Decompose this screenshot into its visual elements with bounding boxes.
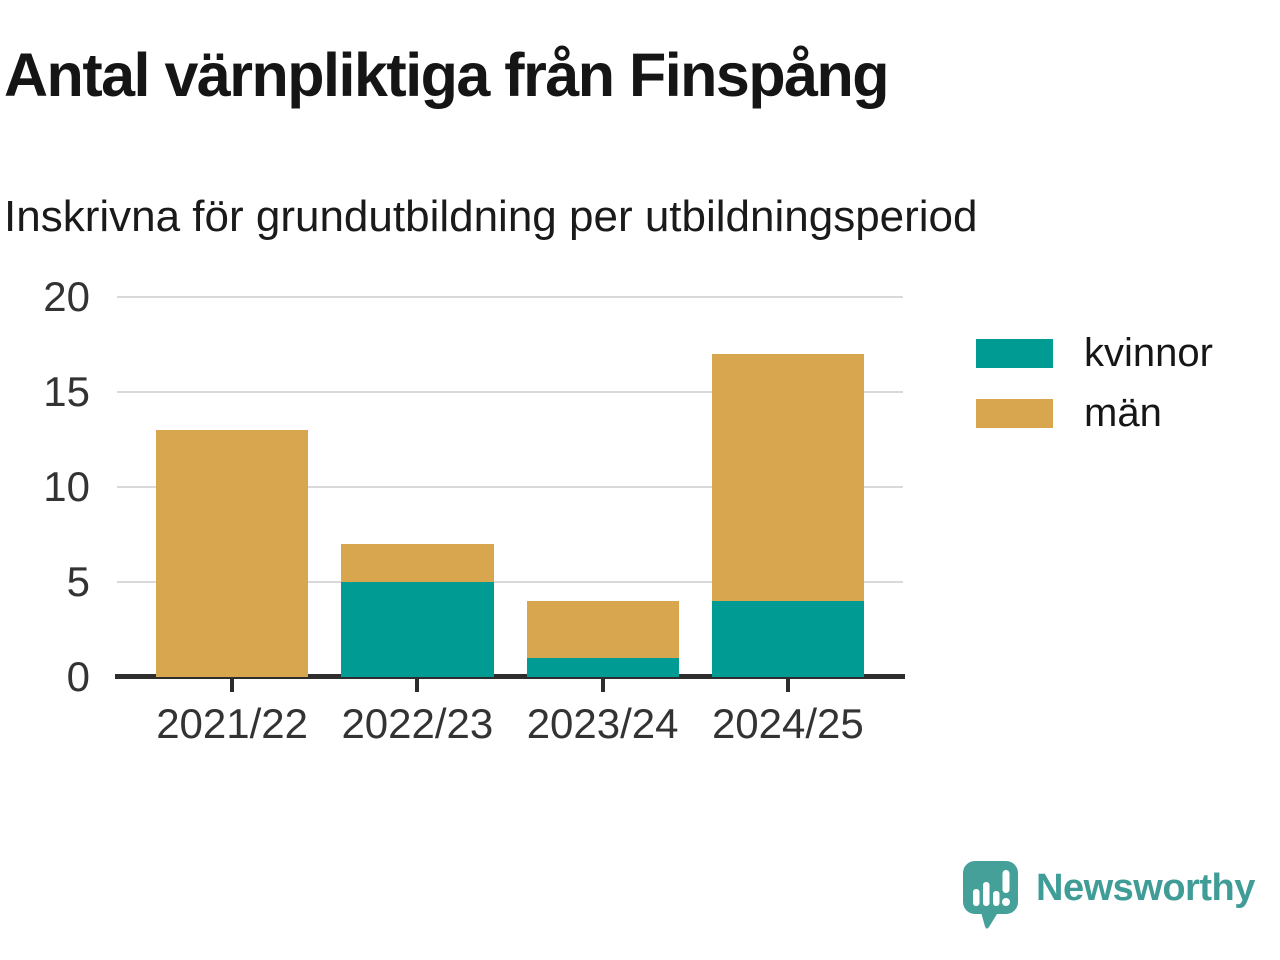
brand-name: Newsworthy xyxy=(1036,867,1255,909)
y-axis-label: 0 xyxy=(66,653,90,700)
y-axis-label: 15 xyxy=(43,368,90,415)
x-axis-label: 2021/22 xyxy=(156,700,309,747)
x-axis-label: 2024/25 xyxy=(711,700,864,747)
y-axis-label: 20 xyxy=(43,273,90,320)
gridline-5 xyxy=(117,581,903,583)
x-axis-tick xyxy=(230,679,235,692)
y-axis-label: 5 xyxy=(66,558,90,605)
newsworthy-logo-icon xyxy=(963,861,1018,929)
bar-segment-män-2022-23 xyxy=(341,544,494,582)
chart-subtitle: Inskrivna för grundutbildning per utbild… xyxy=(4,192,978,241)
x-axis-line xyxy=(115,674,905,679)
x-axis-tick xyxy=(415,679,420,692)
bar-segment-kvinnor-2024-25 xyxy=(711,601,864,677)
legend-item-kvinnor: kvinnor xyxy=(976,331,1213,375)
x-axis-tick xyxy=(600,679,605,692)
y-axis-label: 10 xyxy=(43,463,90,510)
chart-title: Antal värnpliktiga från Finspång xyxy=(4,41,890,109)
bar-segment-kvinnor-2022-23 xyxy=(341,582,494,677)
bar-segment-kvinnor-2023-24 xyxy=(526,658,679,677)
gridline-15 xyxy=(117,391,903,393)
bar-segment-män-2021-22 xyxy=(156,430,309,677)
legend: kvinnor män xyxy=(976,331,1213,459)
gridline-20 xyxy=(117,296,903,298)
legend-swatch-man xyxy=(976,399,1053,428)
legend-swatch-kvinnor xyxy=(976,339,1053,368)
gridline-10 xyxy=(117,486,903,488)
bar-segment-män-2024-25 xyxy=(711,354,864,601)
x-axis-label: 2023/24 xyxy=(526,700,679,747)
x-axis-tick xyxy=(785,679,790,692)
legend-label-man: män xyxy=(1084,391,1162,435)
legend-item-man: män xyxy=(976,391,1213,435)
legend-label-kvinnor: kvinnor xyxy=(1084,331,1213,375)
brand-footer: Newsworthy xyxy=(963,861,1255,931)
x-axis-label: 2022/23 xyxy=(341,700,494,747)
bar-segment-män-2023-24 xyxy=(526,601,679,658)
